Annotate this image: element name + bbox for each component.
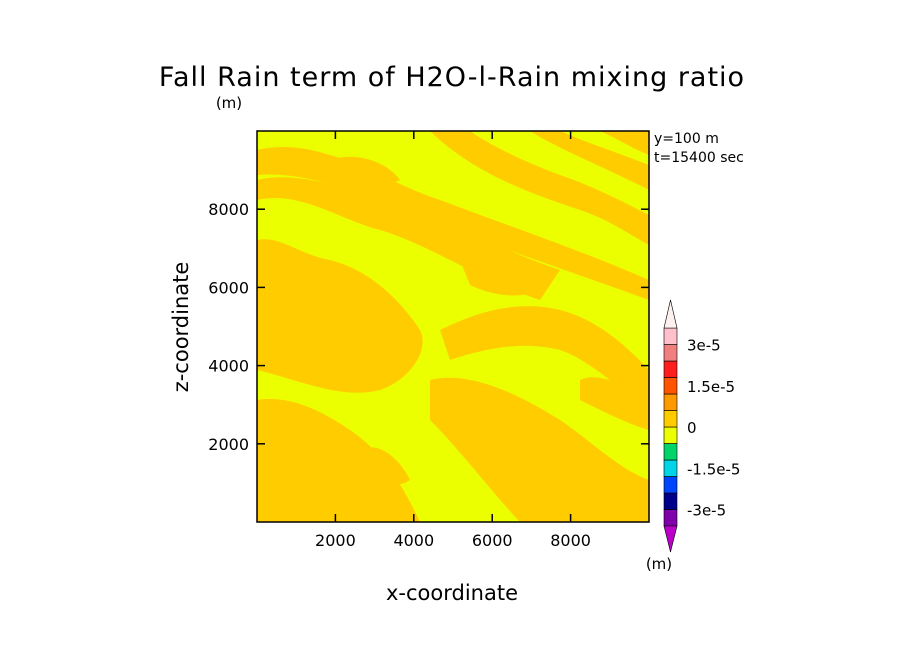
x-axis-label: x-coordinate bbox=[386, 581, 518, 605]
chart-title: Fall Rain term of H2O-l-Rain mixing rati… bbox=[159, 62, 745, 93]
title-units: (m) bbox=[216, 94, 242, 112]
colorbar-level bbox=[663, 410, 678, 428]
y-tick-label: 4000 bbox=[208, 357, 249, 376]
plot-frame bbox=[256, 130, 650, 523]
x-tick-label: 6000 bbox=[472, 531, 513, 550]
y-tick-label: 2000 bbox=[208, 435, 249, 454]
colorbar-tick-label: 0 bbox=[687, 419, 697, 437]
colorbar-over-arrow bbox=[663, 299, 678, 329]
colorbar-tick-label: 1.5e-5 bbox=[687, 378, 735, 396]
contour-band bbox=[530, 131, 649, 190]
colorbar-level bbox=[663, 443, 678, 461]
contour-band bbox=[257, 146, 649, 300]
colorbar-level bbox=[663, 459, 678, 477]
y-tick-label: 8000 bbox=[208, 200, 249, 219]
contour-band bbox=[600, 131, 649, 155]
contour-band bbox=[440, 306, 649, 410]
contour-band bbox=[280, 457, 330, 499]
contour-band bbox=[500, 438, 580, 494]
colorbar-under-arrow bbox=[663, 525, 678, 553]
x-tick-label: 2000 bbox=[315, 531, 356, 550]
colorbar-tick-label: -1.5e-5 bbox=[687, 460, 740, 478]
colorbar-level bbox=[663, 492, 678, 510]
colorbar-level bbox=[663, 426, 678, 444]
contour-band bbox=[430, 131, 649, 245]
colorbar-units: (m) bbox=[646, 555, 672, 573]
contour-band bbox=[330, 156, 400, 186]
y-axis-label: z-coordinate bbox=[169, 262, 193, 393]
colorbar: 3e-5 1.5e-5 0 -1.5e-5 -3e-5 bbox=[663, 299, 740, 553]
y-axis-ticks: 2000 4000 6000 8000 bbox=[208, 200, 649, 454]
contour-field bbox=[257, 131, 649, 522]
contour-band bbox=[460, 257, 540, 296]
colorbar-tick-label: 3e-5 bbox=[687, 337, 721, 355]
colorbar-level bbox=[663, 327, 678, 345]
colorbar-level bbox=[663, 344, 678, 362]
annotation-t: t=15400 sec bbox=[654, 150, 744, 166]
contour-band bbox=[300, 297, 380, 340]
colorbar-level bbox=[663, 476, 678, 494]
x-tick-label: 4000 bbox=[393, 531, 434, 550]
contour-band bbox=[580, 377, 649, 430]
y-tick-label: 6000 bbox=[208, 278, 249, 297]
colorbar-level bbox=[663, 509, 678, 527]
colorbar-level bbox=[663, 360, 678, 378]
colorbar-level bbox=[663, 393, 678, 411]
annotation-y: y=100 m bbox=[654, 131, 719, 147]
colorbar-level bbox=[663, 377, 678, 395]
x-tick-label: 8000 bbox=[550, 531, 591, 550]
contour-band bbox=[360, 447, 410, 486]
colorbar-tick-label: -3e-5 bbox=[687, 502, 726, 520]
x-axis-ticks: 2000 4000 6000 8000 bbox=[315, 131, 591, 550]
